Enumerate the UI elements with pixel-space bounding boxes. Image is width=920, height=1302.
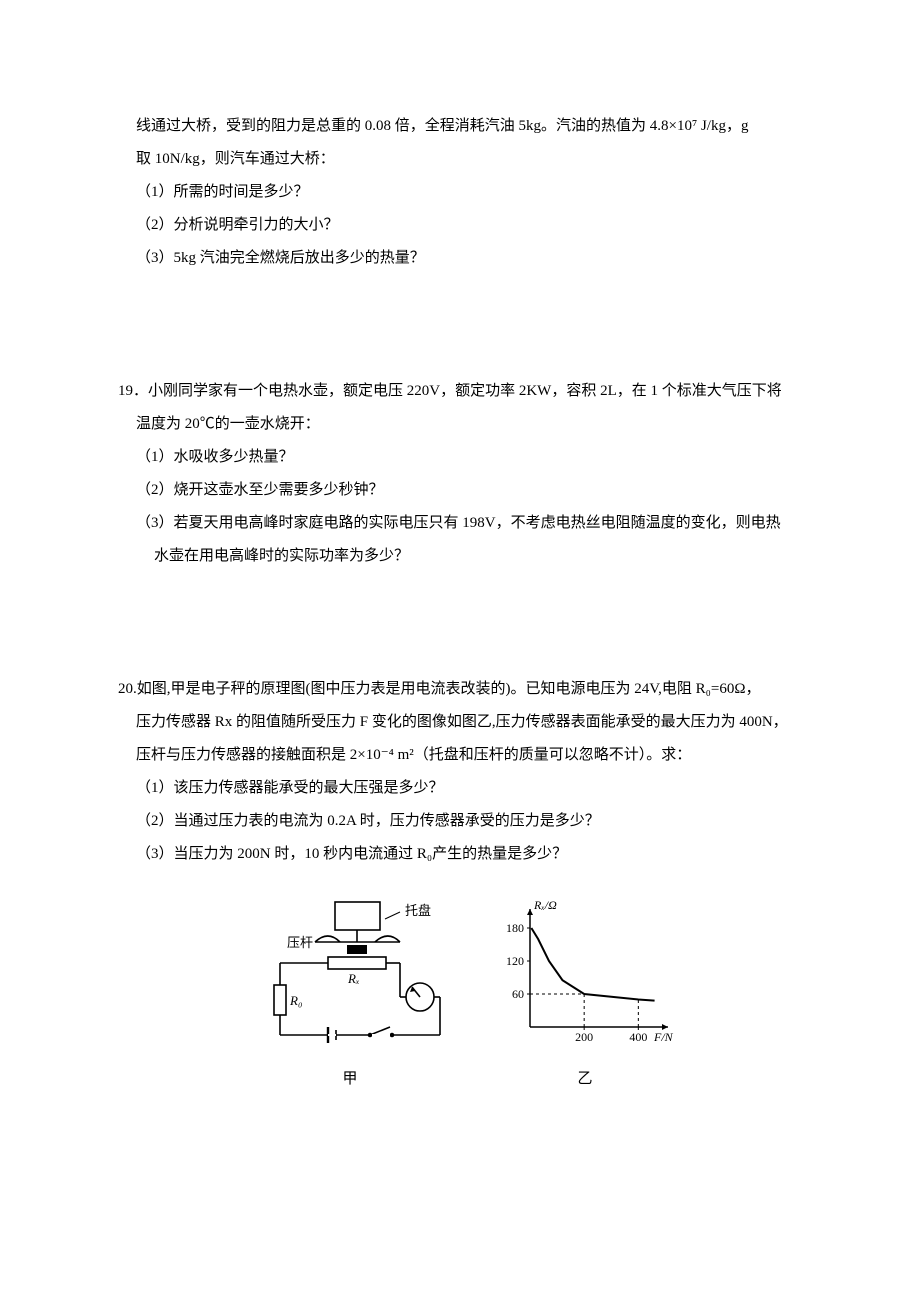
q20-part2: （2）当通过压力表的电流为 0.2A 时，压力传感器承受的压力是多少？ [118,805,802,838]
caption-yi: 乙 [577,1063,592,1096]
q20-line2: 压力传感器 Rx 的阻值随所受压力 F 变化的图像如图乙,压力传感器表面能承受的… [118,706,802,739]
graph-diagram: Rₓ/Ω F/N 60 120 180 200 400 [490,897,680,1047]
q18-line2: 取 10N/kg，则汽车通过大桥： [118,143,802,176]
circuit-diagram: 托盘压杆 Rₓ R₀ [240,897,460,1047]
svg-text:180: 180 [506,921,524,935]
q20-part1: （1）该压力传感器能承受的最大压强是多少？ [118,772,802,805]
svg-text:F/N: F/N [653,1030,674,1044]
q20-line3: 压杆与压力传感器的接触面积是 2×10⁻⁴ m²（托盘和压杆的质量可以忽略不计）… [118,739,802,772]
svg-text:Rₓ: Rₓ [347,971,360,986]
figure-yi: Rₓ/Ω F/N 60 120 180 200 400 乙 [490,897,680,1096]
q19-line2: 温度为 20℃的一壶水烧开： [118,408,802,441]
svg-text:压杆: 压杆 [287,935,313,950]
q19-part3b: 水壶在用电高峰时的实际功率为多少？ [118,540,802,573]
page-content: 线通过大桥，受到的阻力是总重的 0.08 倍，全程消耗汽油 5kg。汽油的热值为… [0,0,920,1096]
q20-part3: （3）当压力为 200N 时，10 秒内电流通过 R₀产生的热量是多少？ [118,838,802,871]
svg-text:200: 200 [575,1030,593,1044]
q18-part2: （2）分析说明牵引力的大小？ [118,209,802,242]
q19-line1: 19．小刚同学家有一个电热水壶，额定电压 220V，额定功率 2KW，容积 2L… [118,375,802,408]
caption-jia: 甲 [342,1063,357,1096]
q18-part1: （1）所需的时间是多少？ [118,176,802,209]
q18-part3: （3）5kg 汽油完全燃烧后放出多少的热量？ [118,242,802,275]
q19-part3a: （3）若夏天用电高峰时家庭电路的实际电压只有 198V，不考虑电热丝电阻随温度的… [118,507,802,540]
svg-text:400: 400 [629,1030,647,1044]
figures-row: 托盘压杆 Rₓ R₀ 甲 Rₓ/Ω F/N 60 120 180 200 400 乙 [118,897,802,1096]
q19-part2: （2）烧开这壶水至少需要多少秒钟？ [118,474,802,507]
q18-line1: 线通过大桥，受到的阻力是总重的 0.08 倍，全程消耗汽油 5kg。汽油的热值为… [118,110,802,143]
svg-text:R₀: R₀ [289,993,302,1008]
q20-line1: 20.如图,甲是电子秤的原理图(图中压力表是用电流表改装的)。已知电源电压为 2… [118,673,802,706]
svg-text:托盘: 托盘 [405,903,431,918]
svg-text:120: 120 [506,954,524,968]
q19-part1: （1）水吸收多少热量？ [118,441,802,474]
svg-text:60: 60 [512,987,524,1001]
svg-text:Rₓ/Ω: Rₓ/Ω [533,898,557,912]
figure-jia: 托盘压杆 Rₓ R₀ 甲 [240,897,460,1096]
